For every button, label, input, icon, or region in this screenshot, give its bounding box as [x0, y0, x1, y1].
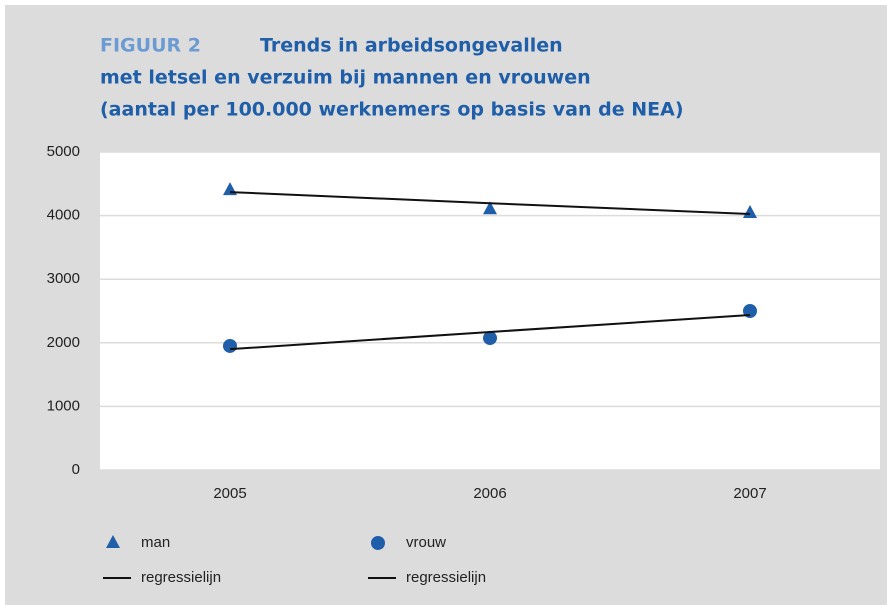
marker: [223, 338, 237, 353]
y-tick-label: 2000: [47, 334, 80, 351]
marker: [371, 536, 385, 550]
marker: [483, 201, 497, 215]
marker: [483, 331, 497, 346]
x-tick-label: 2005: [213, 485, 246, 502]
legend-label: vrouw: [406, 534, 446, 551]
legend-label: man: [141, 534, 170, 551]
y-tick-label: 1000: [47, 397, 80, 414]
chart-title: (aantal per 100.000 werknemers op basis …: [100, 99, 684, 121]
figure-label: FIGUUR 2: [100, 35, 201, 57]
y-tick-label: 3000: [47, 270, 80, 287]
regression-line: [229, 314, 751, 351]
legend-label: regressielijn: [406, 569, 486, 586]
y-tick-label: 0: [72, 461, 80, 478]
marker: [106, 535, 120, 548]
plot-area: [100, 152, 880, 470]
y-tick-label: 4000: [47, 207, 80, 224]
regression-line: [229, 191, 751, 216]
y-tick-label: 5000: [47, 143, 80, 160]
x-tick-label: 2007: [733, 485, 766, 502]
legend-label: regressielijn: [141, 569, 221, 586]
x-tick-label: 2006: [473, 485, 506, 502]
chart-title: met letsel en verzuim bij mannen en vrou…: [100, 67, 591, 89]
chart-title: Trends in arbeidsongevallen: [260, 35, 563, 57]
